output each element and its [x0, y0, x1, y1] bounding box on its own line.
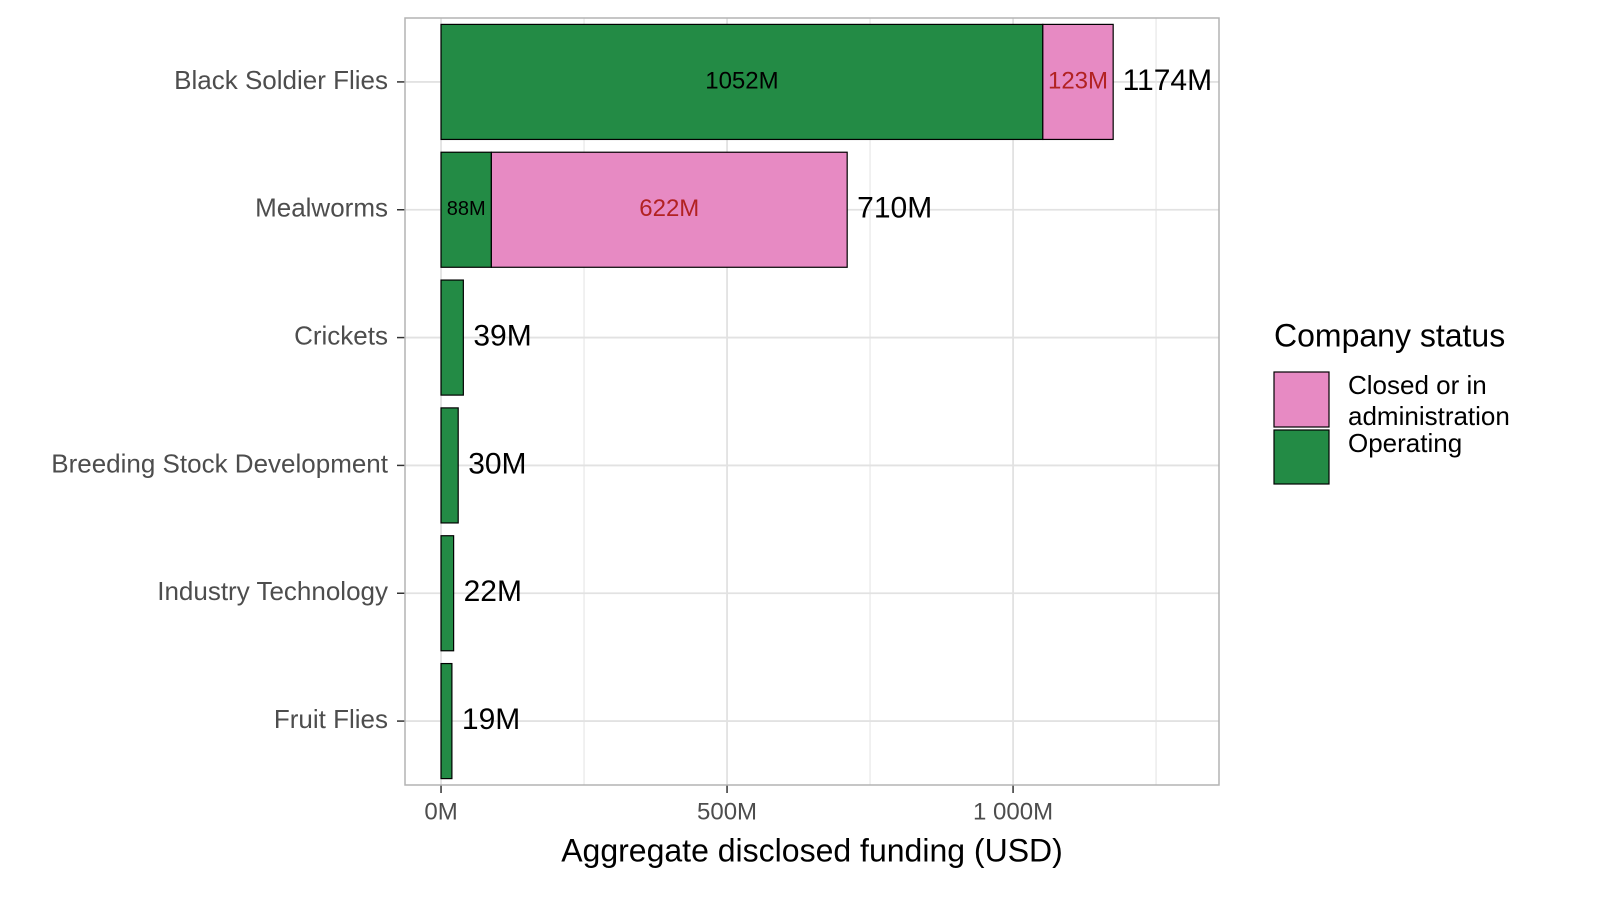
- bar-segment: [440, 407, 459, 524]
- legend-swatch: [1273, 371, 1330, 428]
- total-label: 39M: [473, 320, 531, 353]
- y-tick-label: Breeding Stock Development: [51, 448, 389, 478]
- bar-segment: [440, 279, 464, 396]
- bar-segment: [440, 662, 453, 780]
- bar-segment: [440, 151, 492, 268]
- y-tick-label: Fruit Flies: [274, 704, 388, 734]
- legend-swatch: [1273, 429, 1330, 485]
- total-label: 710M: [857, 192, 932, 225]
- legend-label-box: Closed or in administration: [1348, 370, 1510, 431]
- legend-label: Operating: [1348, 428, 1463, 458]
- bar-segment: [490, 151, 848, 268]
- legend-label-box: Operating: [1348, 428, 1463, 458]
- y-tick-label: Crickets: [294, 320, 388, 350]
- x-axis-title: Aggregate disclosed funding (USD): [561, 832, 1063, 868]
- total-label: 22M: [464, 575, 522, 608]
- y-tick-label: Industry Technology: [157, 576, 388, 606]
- legend-label: Closed or in administration: [1348, 370, 1510, 431]
- total-label: 19M: [462, 703, 520, 736]
- y-tick-label: Black Soldier Flies: [174, 65, 388, 95]
- panel-border: [404, 17, 1220, 786]
- bar-segment: [1042, 23, 1114, 141]
- total-label: 1174M: [1123, 64, 1213, 97]
- segment-label: 123M: [1048, 67, 1108, 94]
- x-tick-label: 1 000M: [973, 798, 1053, 825]
- segment-label: 622M: [639, 195, 699, 222]
- bar-segment: [440, 535, 455, 652]
- segment-label: 1052M: [705, 67, 778, 94]
- legend-title: Company status: [1274, 317, 1505, 353]
- x-tick-label: 500M: [697, 798, 757, 825]
- segment-label: 88M: [447, 198, 486, 220]
- x-tick-label: 0M: [424, 798, 457, 825]
- y-tick-label: Mealworms: [255, 193, 388, 223]
- total-label: 30M: [468, 447, 526, 480]
